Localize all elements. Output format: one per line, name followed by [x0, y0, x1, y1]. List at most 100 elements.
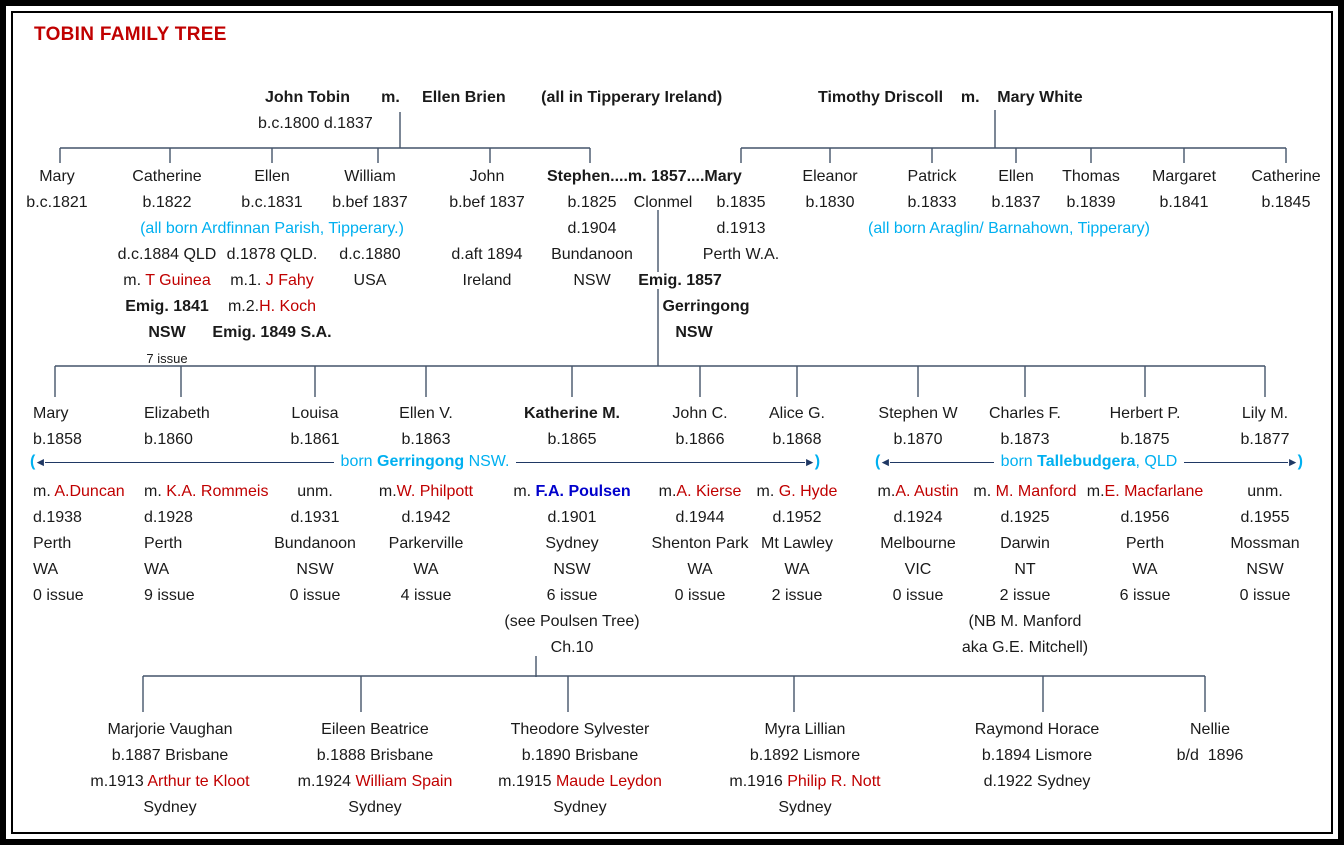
text-run: Ellen — [998, 168, 1034, 185]
text-run: W. Philpott — [396, 483, 474, 500]
text-run: b.1894 Lismore — [981, 747, 1093, 764]
text-run: b.1892 Lismore — [749, 747, 861, 764]
text-run: m.1. — [230, 272, 266, 289]
text-run: m. — [513, 483, 536, 500]
text-run: d.aft 1894 — [451, 246, 523, 263]
william-tobin: William b.bef 1837 d.c.1880 USA — [332, 164, 408, 294]
text-run: Gerringong — [377, 453, 465, 470]
text-run: m. — [33, 483, 55, 500]
text-run: NT — [1014, 561, 1036, 578]
text-run: d.1931 — [290, 509, 340, 526]
text-run: (see Poulsen Tree) — [504, 613, 640, 630]
text-run: E. Macfarlane — [1104, 483, 1204, 500]
gerringong: Gerringong — [662, 294, 750, 320]
text-run: NSW — [148, 324, 186, 341]
arrow-right-icon: ► — [803, 455, 816, 469]
louisa-3: Louisa b.1861 unm. d.1931 Bundanoon NSW 0 iss… — [274, 401, 356, 609]
text-run: d.c.1880 — [339, 246, 401, 263]
text-run: Sydney — [553, 799, 607, 816]
text-run: Charles F. — [988, 405, 1062, 422]
text-run: b.1830 — [805, 194, 855, 211]
text-run: d.1938 — [33, 509, 82, 526]
charles-f-3: Charles F. b.1873 m. M. Manford d.1925 Darw… — [962, 401, 1088, 661]
text-run: H. Koch — [259, 298, 317, 315]
text-run: WA — [687, 561, 713, 578]
text-run: Shenton Park — [651, 535, 749, 552]
text-run: b.1863 — [401, 431, 451, 448]
text-run: WA — [144, 561, 170, 578]
text-run: Mary — [39, 168, 75, 185]
text-run: b.c.1821 — [26, 194, 88, 211]
text-run: Marjorie Vaughan — [107, 721, 233, 738]
text-run: Elizabeth — [144, 405, 210, 422]
text-run: NSW — [553, 561, 591, 578]
clonmel-note: Clonmel — [634, 190, 693, 216]
text-run: b.1833 — [907, 194, 957, 211]
marjorie-4: Marjorie Vaughan b.1887 Brisbane m.1913 Ar… — [90, 717, 249, 821]
text-run: born — [1000, 453, 1038, 470]
timothy-driscoll-mary-white: Timothy Driscoll m. Mary White — [818, 85, 1083, 111]
text-run: d.1955 — [1240, 509, 1290, 526]
text-run: d.1924 — [893, 509, 943, 526]
text-run: 4 issue — [400, 587, 452, 604]
text-run: b.1870 — [893, 431, 943, 448]
text-run: Ch.10 — [550, 639, 594, 656]
margaret-driscoll: Margaret b.1841 — [1152, 164, 1216, 216]
text-run: A. Kierse — [676, 483, 742, 500]
text-run: A. Austin — [895, 483, 959, 500]
text-run: Margaret — [1151, 168, 1217, 185]
text-run: Sydney — [348, 799, 402, 816]
text-run: WA — [784, 561, 810, 578]
text-run: Thomas — [1062, 168, 1120, 185]
araglin-note: (all born Araglin/ Barnahown, Tipperary) — [868, 216, 1150, 242]
born-tallebudgera-range: (◄ born Tallebudgera, QLD ►) — [875, 452, 1303, 472]
catherine-driscoll: Catherine b.1845 — [1251, 164, 1320, 216]
text-run: unm. — [297, 483, 333, 500]
john-c-3: John C. b.1866 m.A. Kierse d.1944 Shenton P… — [652, 401, 749, 609]
text-run: d.c.1884 QLD — [117, 246, 217, 263]
text-run: b.1845 — [1261, 194, 1311, 211]
text-run: b.c.1800 d.1837 — [258, 115, 373, 132]
text-run: Louisa — [291, 405, 339, 422]
text-run: aka G.E. Mitchell) — [961, 639, 1089, 656]
thomas-driscoll: Thomas b.1839 — [1062, 164, 1120, 216]
text-run: Mt Lawley — [760, 535, 834, 552]
text-run: WA — [33, 561, 59, 578]
text-run: 6 issue — [1119, 587, 1171, 604]
alice-g-3: Alice G. b.1868 m. G. Hyde d.1952 Mt Lawley… — [757, 401, 838, 609]
text-run: Sydney — [778, 799, 832, 816]
text-run: m. — [658, 483, 677, 500]
text-run: (all born Ardfinnan Parish, Tipperary.) — [140, 220, 404, 237]
text-run: 7 issue — [146, 351, 188, 366]
text-run: , QLD — [1135, 453, 1178, 470]
stephen-w-3: Stephen W b.1870 m.A. Austin d.1924 Melbour… — [878, 401, 959, 609]
text-run: d.1942 — [401, 509, 451, 526]
text-run: 9 issue — [144, 587, 195, 604]
text-run: Eleanor — [802, 168, 858, 185]
text-run: Sydney — [545, 535, 599, 552]
text-run: 0 issue — [1239, 587, 1291, 604]
text-run: (NB M. Manford — [968, 613, 1082, 630]
text-run: John C. — [672, 405, 728, 422]
range-label: born Gerringong NSW. — [334, 452, 517, 472]
text-run: b.1873 — [1000, 431, 1050, 448]
text-run: Tallebudgera — [1037, 453, 1136, 470]
text-run: Perth — [33, 535, 72, 552]
text-run: b.1858 — [33, 431, 82, 448]
text-run: 2 issue — [999, 587, 1051, 604]
text-run: Mary — [33, 405, 69, 422]
text-run: Catherine — [132, 168, 202, 185]
nellie-4: Nellie b/d 1896 — [1177, 717, 1244, 769]
text-run: (all born Araglin/ Barnahown, Tipperary) — [868, 220, 1150, 237]
text-run: 6 issue — [546, 587, 598, 604]
text-run: Raymond Horace — [974, 721, 1100, 738]
stephen-mary-union: Stephen....m. 1857....Mary — [547, 164, 742, 190]
text-run: m.1913 — [90, 773, 148, 790]
text-run: m. — [756, 483, 779, 500]
arrow-left-icon: ◄ — [34, 455, 47, 469]
text-run: 2 issue — [771, 587, 823, 604]
text-run: K.A. Rommeis — [166, 483, 269, 500]
